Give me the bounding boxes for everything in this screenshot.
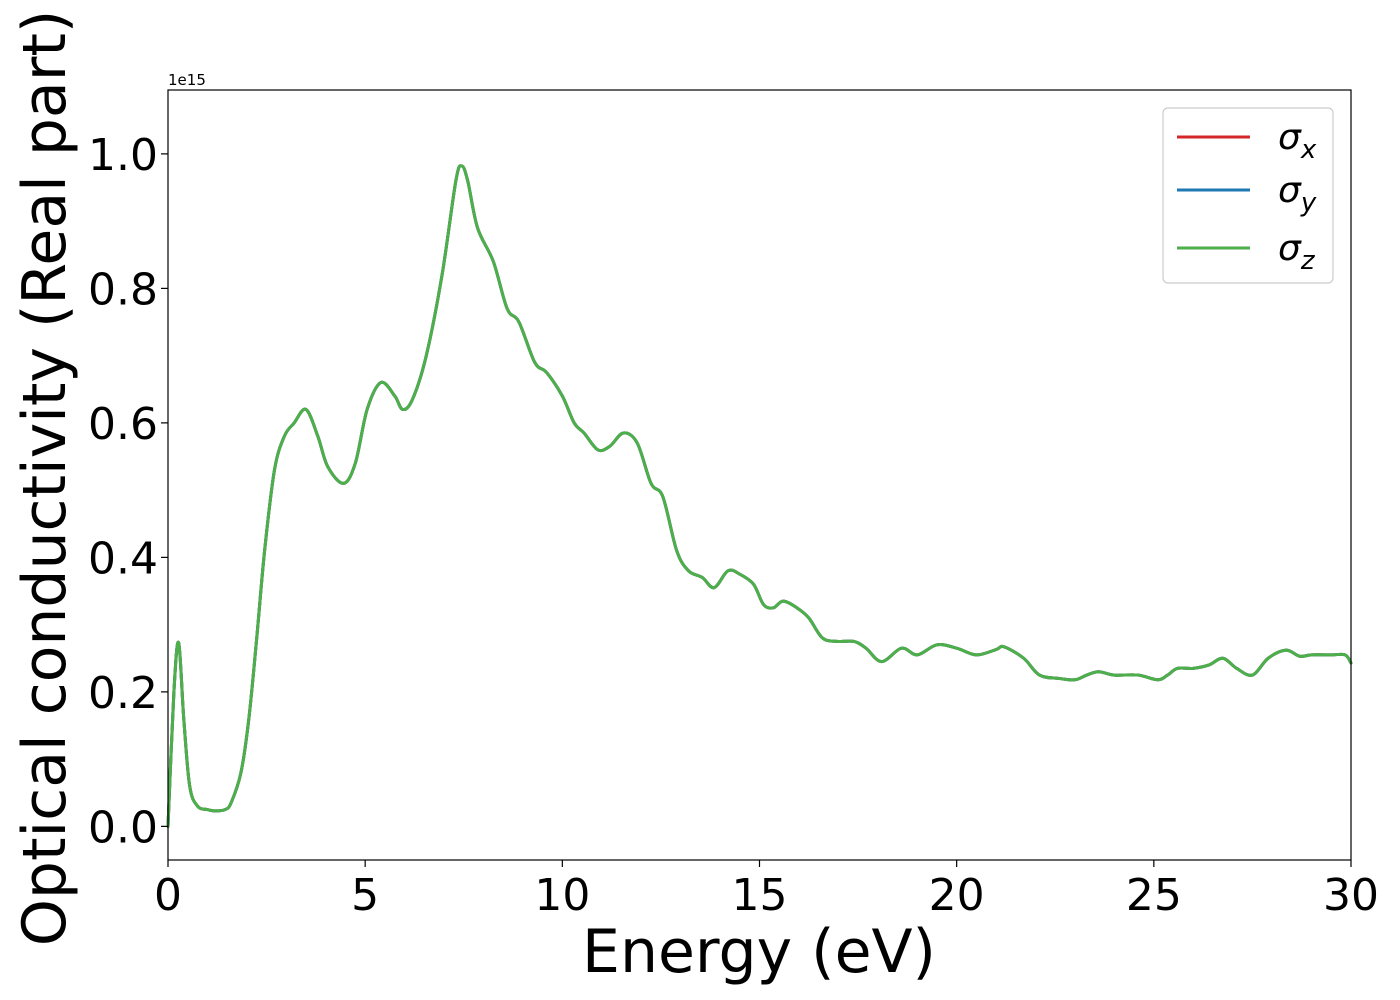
legend-label: σz: [1278, 228, 1316, 276]
y-axis-ticks: 0.0 0.2 0.4 0.6 0.8 1.0: [88, 130, 168, 853]
x-tick-label: 5: [351, 870, 379, 921]
y-tick-label: 0.2: [88, 668, 158, 719]
legend-box: [1162, 107, 1334, 284]
y-tick-label: 0.4: [88, 533, 158, 584]
legend-label: σx: [1278, 117, 1317, 165]
legend-entries: σx σy σz: [1177, 117, 1317, 276]
y-tick-label: 0.0: [88, 802, 158, 853]
series-lines: [166, 164, 1353, 828]
y-tick-label: 0.6: [88, 399, 158, 450]
x-tick-label: 30: [1323, 870, 1379, 921]
y-tick-label: 1.0: [88, 130, 158, 181]
x-tick-label: 20: [929, 870, 985, 921]
legend-label: σy: [1278, 170, 1317, 218]
y-offset-label: 1e15: [168, 71, 206, 89]
x-axis-ticks: 0 5 10 15 20 25 30: [154, 860, 1379, 921]
legend: σx σy σz: [1162, 107, 1334, 284]
x-axis-label: Energy (eV): [582, 917, 936, 987]
x-tick-label: 10: [534, 870, 590, 921]
y-axis-label: Optical conductivity (Real part): [10, 10, 80, 947]
series-line-sigma-z: [166, 164, 1353, 828]
x-tick-label: 25: [1126, 870, 1182, 921]
x-tick-label: 15: [732, 870, 788, 921]
x-tick-label: 0: [154, 870, 182, 921]
y-tick-label: 0.8: [88, 264, 158, 315]
